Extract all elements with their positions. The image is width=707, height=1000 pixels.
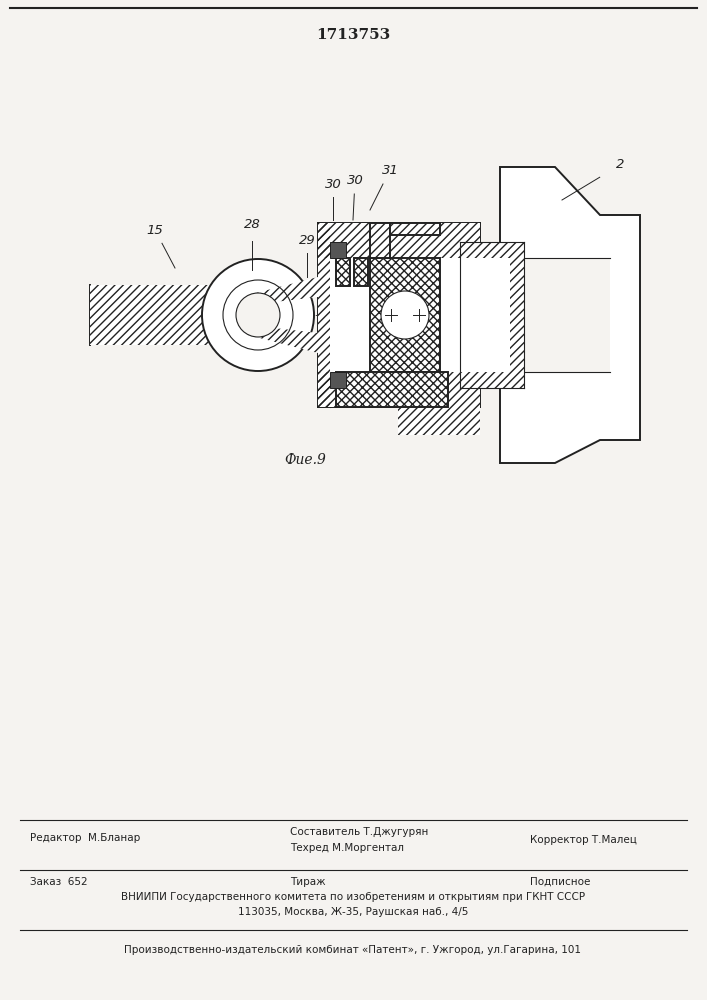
- Polygon shape: [248, 325, 318, 353]
- Bar: [370, 258, 440, 372]
- Polygon shape: [318, 223, 330, 407]
- Bar: [500, 258, 610, 372]
- Polygon shape: [460, 372, 510, 388]
- Text: Корректор Т.Малец: Корректор Т.Малец: [530, 835, 637, 845]
- Bar: [336, 258, 350, 286]
- Bar: [370, 258, 440, 372]
- Bar: [336, 372, 448, 407]
- Text: Техред М.Моргентал: Техред М.Моргентал: [290, 843, 404, 853]
- Bar: [370, 223, 390, 258]
- Bar: [336, 372, 448, 407]
- Polygon shape: [500, 167, 640, 463]
- Polygon shape: [318, 372, 480, 407]
- Bar: [390, 223, 440, 235]
- Text: 113035, Москва, Ж-35, Раушская наб., 4/5: 113035, Москва, Ж-35, Раушская наб., 4/5: [238, 907, 468, 917]
- Bar: [330, 258, 480, 372]
- Text: 31: 31: [382, 163, 398, 176]
- Bar: [354, 258, 368, 286]
- Polygon shape: [90, 285, 220, 345]
- Bar: [330, 372, 346, 388]
- Text: ВНИИПИ Государственного комитета по изобретениям и открытиям при ГКНТ СССР: ВНИИПИ Государственного комитета по изоб…: [121, 892, 585, 902]
- Polygon shape: [248, 277, 318, 305]
- Text: 29: 29: [298, 233, 315, 246]
- Text: 30: 30: [325, 178, 341, 192]
- Text: Заказ  652: Заказ 652: [30, 877, 88, 887]
- Circle shape: [381, 291, 429, 339]
- Text: Производственно-издательский комбинат «Патент», г. Ужгород, ул.Гагарина, 101: Производственно-издательский комбинат «П…: [124, 945, 581, 955]
- Polygon shape: [460, 242, 510, 258]
- Bar: [460, 258, 524, 372]
- Bar: [336, 258, 350, 286]
- Circle shape: [223, 280, 293, 350]
- Bar: [370, 223, 390, 258]
- Text: Редактор  М.Бланар: Редактор М.Бланар: [30, 833, 140, 843]
- Text: 15: 15: [146, 224, 163, 236]
- Text: Фие.9: Фие.9: [284, 453, 326, 467]
- Polygon shape: [398, 407, 480, 435]
- Circle shape: [202, 259, 314, 371]
- Polygon shape: [318, 223, 480, 258]
- Bar: [354, 258, 368, 286]
- Text: Подписное: Подписное: [530, 877, 590, 887]
- Circle shape: [236, 293, 280, 337]
- Bar: [390, 223, 440, 235]
- Polygon shape: [510, 242, 524, 388]
- Text: Составитель Т.Джугурян: Составитель Т.Джугурян: [290, 827, 428, 837]
- Text: Тираж: Тираж: [290, 877, 326, 887]
- Text: 2: 2: [616, 158, 624, 172]
- Text: 30: 30: [346, 174, 363, 186]
- Text: 28: 28: [244, 219, 260, 232]
- Bar: [330, 242, 346, 258]
- Text: 1713753: 1713753: [316, 28, 390, 42]
